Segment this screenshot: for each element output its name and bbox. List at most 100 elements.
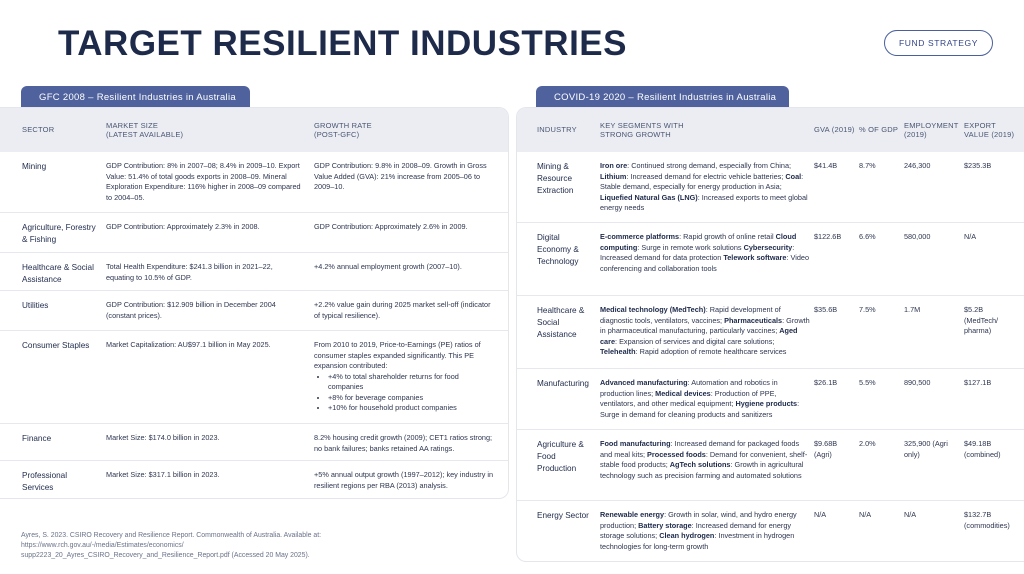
- export-value-cell: $5.2B (MedTech/ pharma): [964, 305, 999, 335]
- employment-cell: 890,500: [904, 378, 931, 387]
- segment-name: Coal: [785, 171, 802, 181]
- segment-desc: : Increased demand for packaged foods an…: [600, 439, 800, 459]
- growth-rate-text: GDP Contribution: Approximately 2.6% in …: [314, 222, 468, 231]
- table-row: Mining & Resource Extraction Iron ore: Co…: [517, 152, 1024, 223]
- employment-cell: 246,300: [904, 161, 931, 170]
- segment-desc: : Rapid adoption of remote healthcare se…: [635, 347, 787, 356]
- segment-desc: : Video conferencing and collaboration t…: [600, 253, 810, 273]
- table-row: Energy Sector Renewable energy: Growth in…: [517, 501, 1024, 561]
- growth-rate-text: GDP Contribution: 9.8% in 2008–09. Growt…: [314, 161, 487, 191]
- gfc-table-header: SECTOR MARKET SIZE (LATEST AVAILABLE) GR…: [0, 108, 508, 152]
- growth-rate-cell: GDP Contribution: Approximately 2.6% in …: [314, 222, 496, 233]
- segment-desc: : Surge in demand for cleaning products …: [600, 399, 800, 419]
- pct-gdp-cell: 2.0%: [859, 439, 876, 448]
- segment-desc: : Rapid growth of online retail: [679, 232, 776, 241]
- market-size-cell: GDP Contribution: $12.909 billion in Dec…: [106, 300, 276, 320]
- growth-rate-text: +5% annual output growth (1997–2012); ke…: [314, 470, 494, 490]
- gva-cell: $41.4B: [814, 161, 838, 170]
- growth-rate-cell: +2.2% value gain during 2025 market sell…: [314, 300, 496, 321]
- market-size-cell: Market Size: $174.0 billion in 2023.: [106, 433, 220, 442]
- market-size-cell: Market Size: $317.1 billion in 2023.: [106, 470, 220, 479]
- tab-covid-2020: COVID-19 2020 – Resilient Industries in …: [536, 86, 789, 108]
- table-row: Healthcare & Social Assistance Medical te…: [517, 296, 1024, 369]
- segment-name: Processed foods: [647, 449, 706, 459]
- segment-name: Hygiene products: [735, 399, 798, 408]
- bullet-item: +8% for beverage companies: [328, 393, 496, 404]
- segment-desc: : Demand for convenient, shelf-stable fo…: [600, 449, 808, 470]
- pct-gdp-cell: 6.6%: [859, 232, 876, 241]
- table-row: Utilities GDP Contribution: $12.909 billi…: [0, 291, 508, 331]
- table-row: Healthcare & Social Assistance Total Heal…: [0, 253, 508, 291]
- industry-name: Manufacturing: [537, 379, 589, 388]
- segment-desc: : Increased exports to meet global energ…: [600, 192, 808, 213]
- col-sector: SECTOR: [22, 125, 55, 134]
- employment-cell: N/A: [904, 510, 917, 519]
- segment-name: Aged care: [600, 326, 798, 346]
- market-size-cell: GDP Contribution: 8% in 2007–08; 8.4% in…: [106, 161, 301, 202]
- page-title: TARGET RESILIENT INDUSTRIES: [58, 24, 627, 63]
- table-row: Professional Services Market Size: $317.1…: [0, 461, 508, 498]
- sector-name: Consumer Staples: [22, 341, 90, 350]
- sector-name: Utilities: [22, 301, 49, 310]
- segment-name: Renewable energy: [600, 510, 665, 519]
- growth-rate-text: +2.2% value gain during 2025 market sell…: [314, 300, 491, 320]
- industry-name: Healthcare & Social Assistance: [537, 306, 585, 339]
- table-row: Digital Economy & Technology E-commerce p…: [517, 223, 1024, 296]
- col-gva: GVA (2019): [814, 125, 855, 134]
- segment-desc: : Growth in agricultural technology such…: [600, 460, 804, 480]
- fund-strategy-button[interactable]: FUND STRATEGY: [884, 30, 993, 56]
- growth-rate-cell: +4.2% annual employment growth (2007–10)…: [314, 262, 496, 273]
- growth-rate-text: From 2010 to 2019, Price-to-Earnings (PE…: [314, 340, 481, 370]
- col-key-segments: KEY SEGMENTS WITH STRONG GROWTH: [600, 121, 684, 139]
- covid-table: INDUSTRY KEY SEGMENTS WITH STRONG GROWTH…: [516, 107, 1024, 562]
- export-value-cell: $132.7B (commodities): [964, 510, 1010, 530]
- segment-name: Iron ore: [600, 161, 628, 170]
- table-row: Consumer Staples Market Capitalization: A…: [0, 331, 508, 424]
- segment-name: Clean hydrogen: [659, 531, 715, 540]
- gva-cell: $122.6B: [814, 232, 842, 241]
- segment-desc: : Automation and robotics in production …: [600, 378, 778, 398]
- table-row: Mining GDP Contribution: 8% in 2007–08; 8…: [0, 152, 508, 213]
- market-size-cell: Total Health Expenditure: $241.3 billion…: [106, 262, 273, 282]
- segment-name: AgTech solutions: [669, 460, 731, 469]
- export-value-cell: N/A: [964, 232, 977, 241]
- segment-name: Medical devices: [655, 388, 711, 398]
- segment-desc: : Production of PPE, ventilators, and ot…: [600, 388, 777, 409]
- key-segments-cell: Food manufacturing: Increased demand for…: [600, 439, 812, 481]
- bullet-item: +10% for household product companies: [328, 403, 496, 414]
- key-segments-cell: E-commerce platforms: Rapid growth of on…: [600, 232, 812, 274]
- sector-name: Finance: [22, 434, 52, 443]
- growth-rate-cell: GDP Contribution: 9.8% in 2008–09. Growt…: [314, 161, 496, 193]
- segment-name: Cybersecurity: [743, 242, 793, 252]
- gva-cell: $35.6B: [814, 305, 838, 314]
- pct-gdp-cell: 5.5%: [859, 378, 876, 387]
- segment-desc: : Growth in pharmaceutical manufacturing…: [600, 315, 810, 336]
- gva-cell: N/A: [814, 510, 827, 519]
- segment-desc: : Increased demand for data protection: [600, 242, 795, 263]
- export-value-cell: $49.18B (combined): [964, 439, 1001, 459]
- segment-desc: : Rapid development of diagnostic tools,…: [600, 305, 781, 325]
- segment-name: Lithium: [600, 171, 627, 181]
- bullet-item: +4% to total shareholder returns for foo…: [328, 372, 496, 393]
- segment-desc: : Stable demand, especially for energy p…: [600, 171, 804, 192]
- key-segments-cell: Renewable energy: Growth in solar, wind,…: [600, 510, 812, 552]
- table-row: Finance Market Size: $174.0 billion in 20…: [0, 424, 508, 461]
- covid-table-header: INDUSTRY KEY SEGMENTS WITH STRONG GROWTH…: [517, 108, 1024, 152]
- industry-name: Digital Economy & Technology: [537, 233, 579, 266]
- segment-name: Telehealth: [600, 347, 636, 356]
- export-value-cell: $235.3B: [964, 161, 992, 170]
- segment-desc: : Continued strong demand, especially fr…: [627, 161, 792, 170]
- growth-bullets: +4% to total shareholder returns for foo…: [314, 372, 496, 414]
- gva-cell: $9.68B (Agri): [814, 439, 838, 459]
- industry-name: Energy Sector: [537, 511, 589, 520]
- segment-name: Advanced manufacturing: [600, 378, 688, 387]
- col-market-size: MARKET SIZE (LATEST AVAILABLE): [106, 121, 184, 139]
- segment-name: E-commerce platforms: [600, 232, 680, 241]
- pct-gdp-cell: 8.7%: [859, 161, 876, 170]
- growth-rate-text: 8.2% housing credit growth (2009); CET1 …: [314, 433, 493, 453]
- market-size-cell: GDP Contribution: Approximately 2.3% in …: [106, 222, 260, 231]
- table-row: Agriculture & Food Production Food manufa…: [517, 430, 1024, 501]
- segment-name: Food manufacturing: [600, 439, 671, 448]
- market-size-cell: Market Capitalization: AU$97.1 billion i…: [106, 340, 271, 349]
- key-segments-cell: Medical technology (MedTech): Rapid deve…: [600, 305, 812, 358]
